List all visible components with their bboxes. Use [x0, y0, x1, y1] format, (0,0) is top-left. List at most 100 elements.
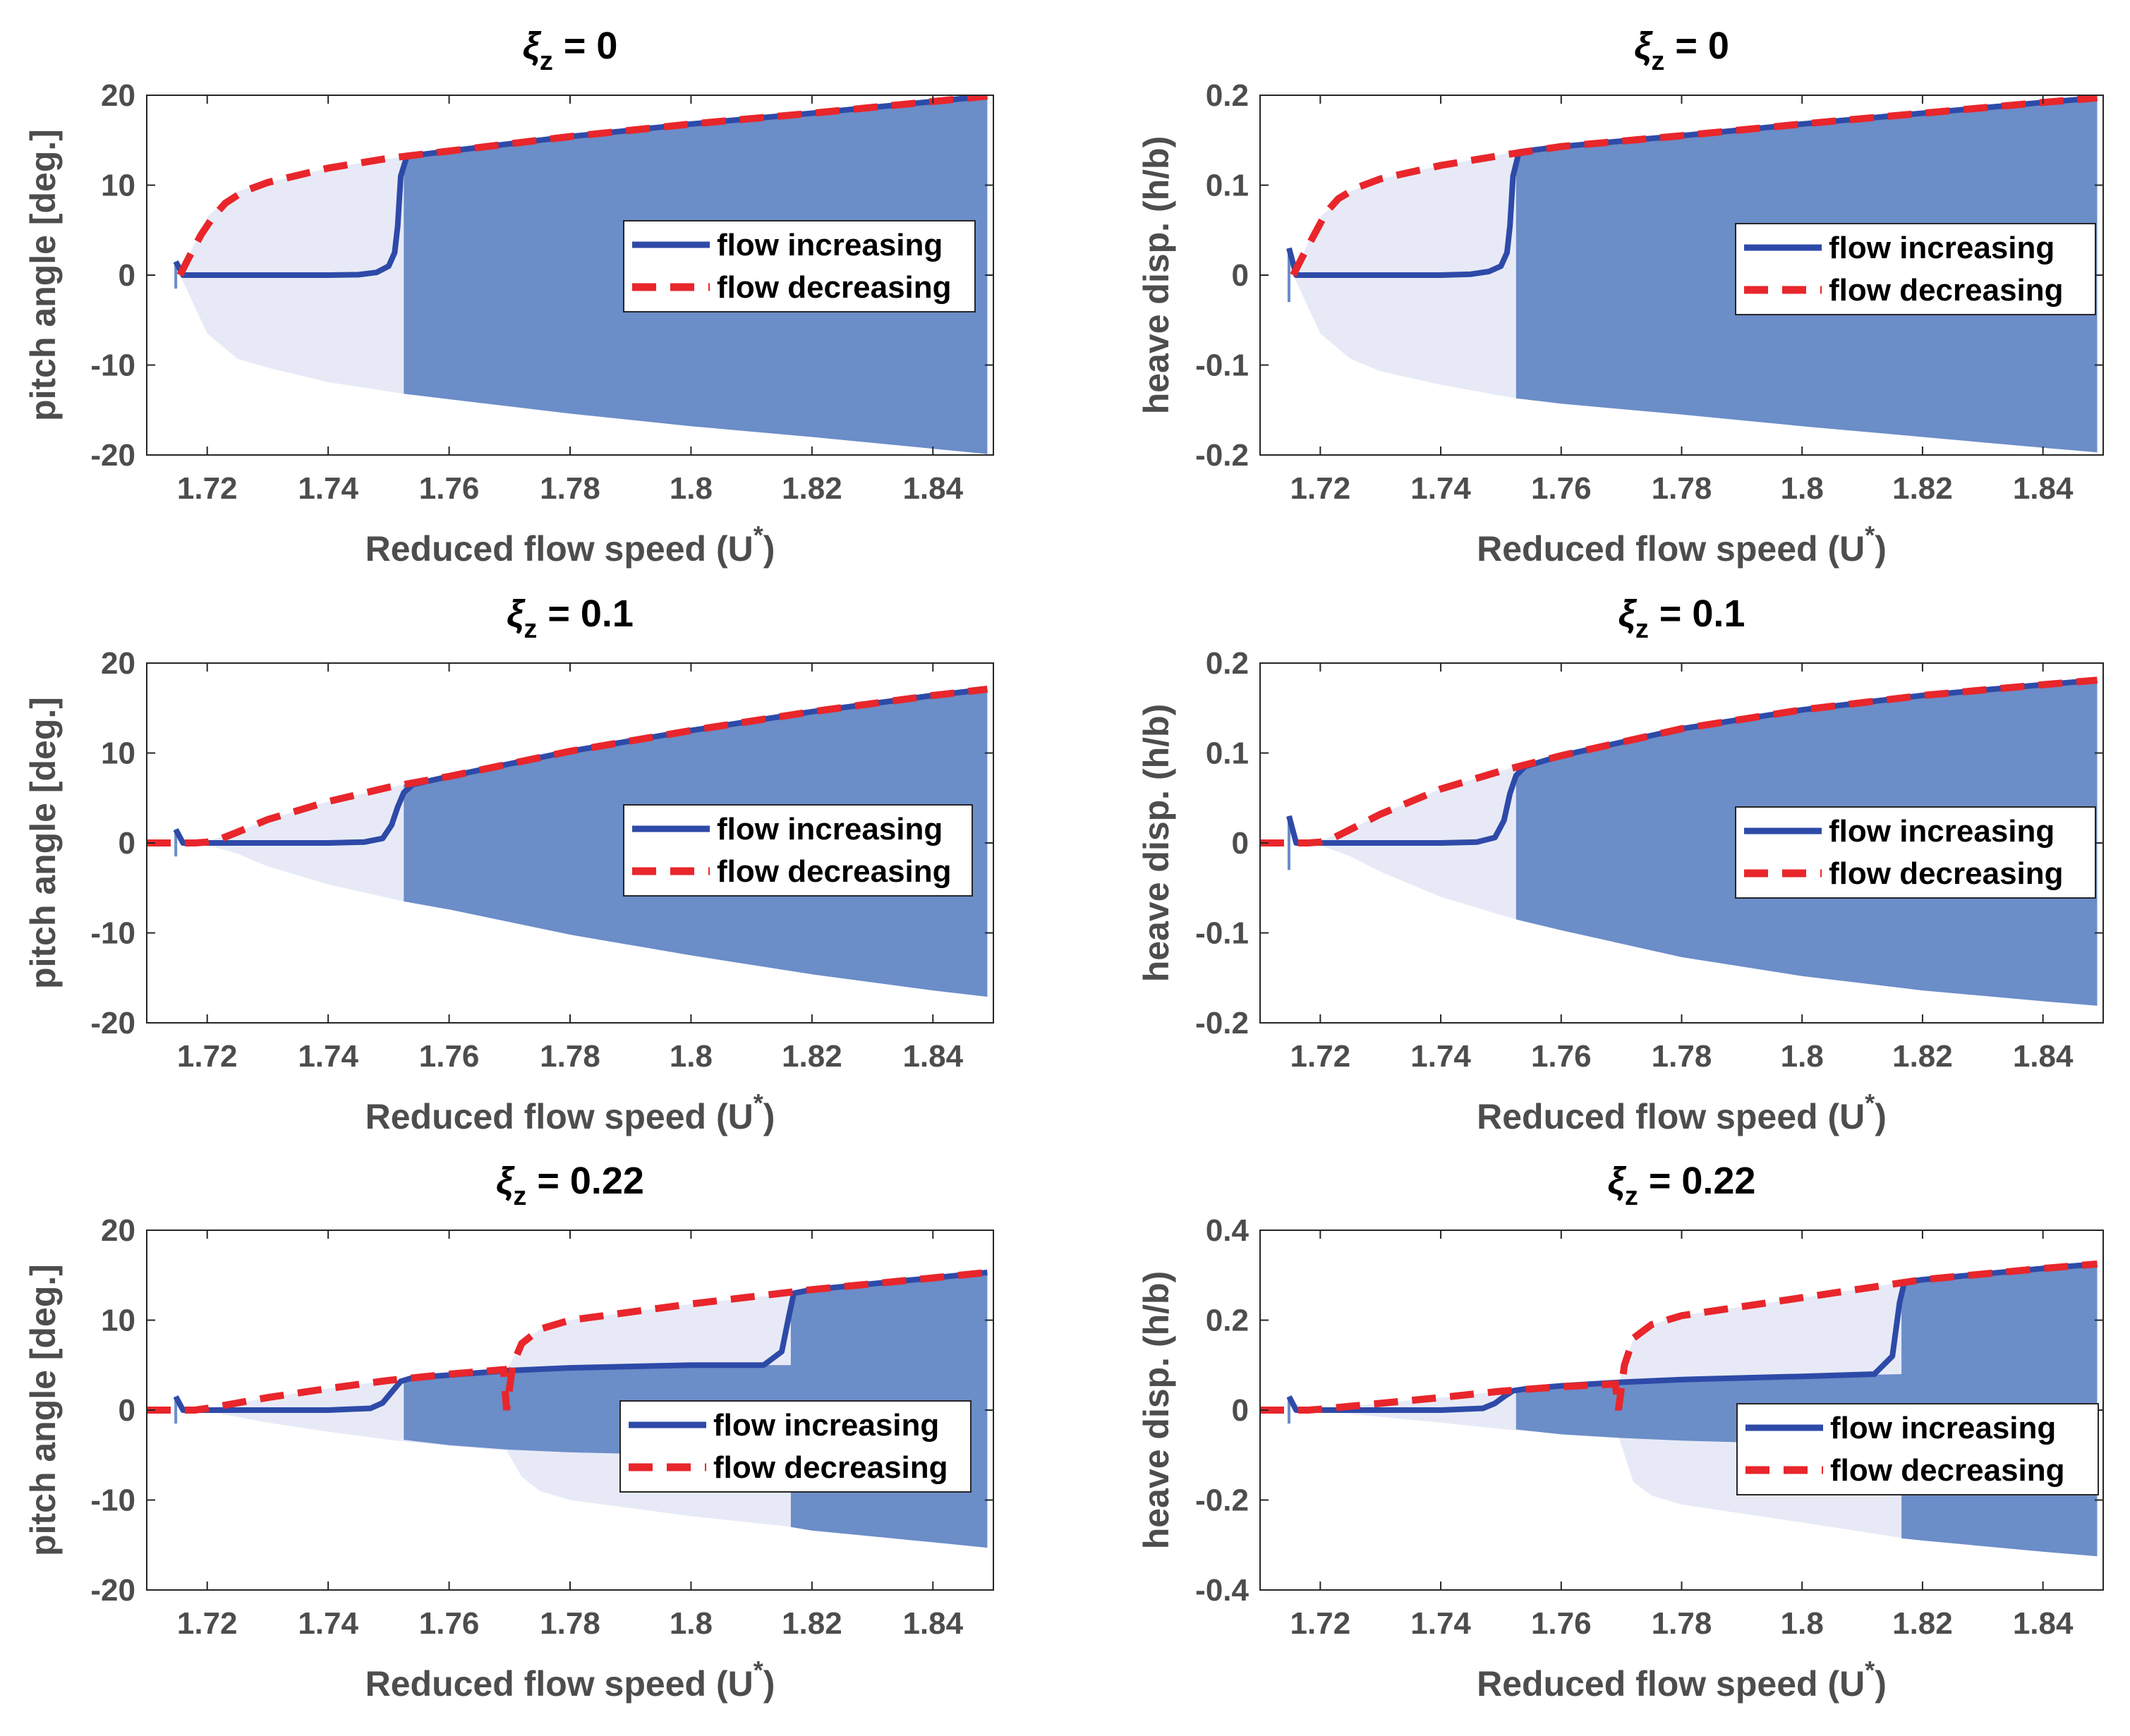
- x-axis-label: Reduced flow speed (U*): [365, 1656, 775, 1704]
- y-tick-label: 20: [101, 1213, 135, 1248]
- x-label-end: ): [763, 529, 775, 569]
- y-tick-label: -20: [90, 1006, 135, 1040]
- legend-entry-increasing: flow increasing: [717, 228, 943, 262]
- x-tick-label: 1.74: [298, 1606, 358, 1641]
- y-tick-label: 0.2: [1206, 1304, 1249, 1338]
- x-tick-label: 1.74: [298, 471, 358, 506]
- x-tick-label: 1.8: [670, 1039, 713, 1074]
- legend-entry-increasing: flow increasing: [713, 1408, 939, 1443]
- x-label-superscript: *: [754, 521, 763, 550]
- y-axis-label: heave disp. (h/b): [1137, 1271, 1176, 1550]
- x-label-end: ): [1875, 529, 1887, 569]
- title-symbol: ξ: [523, 25, 542, 67]
- x-label-superscript: *: [1865, 1656, 1875, 1685]
- series-flow-decreasing: [147, 686, 988, 846]
- x-tick-label: 1.82: [782, 1606, 842, 1641]
- x-tick-label: 1.76: [1531, 471, 1592, 506]
- title-value: = 0.22: [526, 1160, 644, 1202]
- x-tick-label: 1.78: [1652, 1039, 1712, 1074]
- x-axis-label: Reduced flow speed (U*): [1477, 1088, 1887, 1136]
- legend: flow increasing flow decreasing: [1736, 1403, 2099, 1495]
- series-flow-decreasing: [1290, 95, 2098, 277]
- x-tick-label: 1.76: [1531, 1039, 1592, 1074]
- series-flow-increasing: [1286, 677, 2098, 846]
- title-subscript: z: [1635, 614, 1649, 644]
- y-tick-label: 0.4: [1206, 1213, 1249, 1248]
- y-tick-label: -10: [90, 1483, 135, 1518]
- y-tick-label: -0.2: [1195, 438, 1249, 473]
- title-symbol: ξ: [1634, 25, 1653, 67]
- x-tick-label: 1.84: [2013, 471, 2074, 506]
- x-tick-label: 1.84: [2013, 1039, 2074, 1074]
- title-symbol: ξ: [507, 593, 526, 635]
- x-tick-label: 1.82: [1892, 471, 1953, 506]
- x-tick-label: 1.82: [782, 471, 842, 506]
- legend-box: [623, 804, 973, 897]
- x-tick-label: 1.76: [419, 1606, 480, 1641]
- legend-box: [1735, 806, 2096, 899]
- legend-entry-increasing: flow increasing: [1829, 814, 2055, 849]
- x-tick-label: 1.8: [1781, 1039, 1824, 1074]
- y-axis-label: heave disp. (h/b): [1137, 704, 1176, 983]
- legend-entry-increasing: flow increasing: [1830, 1411, 2056, 1445]
- legend-entry-decreasing: flow decreasing: [1830, 1453, 2065, 1488]
- x-tick-label: 1.82: [1892, 1606, 1953, 1641]
- subplot-title: ξz = 0.1: [1618, 593, 1745, 644]
- y-tick-label: -0.1: [1195, 348, 1249, 383]
- legend: flow increasing flow decreasing: [1735, 806, 2096, 899]
- x-tick-label: 1.82: [1892, 1039, 1953, 1074]
- x-tick-label: 1.72: [177, 1606, 238, 1641]
- x-label-end: ): [763, 1097, 775, 1136]
- legend-box: [1736, 1403, 2099, 1495]
- y-tick-label: 0: [1232, 1393, 1249, 1428]
- y-axis-label: pitch angle [deg.]: [23, 129, 63, 421]
- subplot-5: 1.72 1.74 1.76 1.78 1.8 1.82 1.84 -20 -10 0 10 20 ξz…: [23, 1160, 994, 1704]
- title-value: = 0.1: [537, 593, 634, 635]
- title-subscript: z: [524, 614, 537, 644]
- y-tick-label: -0.2: [1195, 1006, 1249, 1040]
- y-tick-label: -0.1: [1195, 916, 1249, 951]
- x-tick-label: 1.72: [1290, 1606, 1351, 1641]
- title-value: = 0.1: [1649, 593, 1745, 635]
- legend-entry-decreasing: flow decreasing: [1829, 273, 2064, 308]
- subplot-title: ξz = 0.22: [496, 1160, 644, 1211]
- legend-entry-decreasing: flow decreasing: [717, 270, 952, 305]
- x-tick-label: 1.78: [1652, 471, 1712, 506]
- x-label-main: Reduced flow speed (U: [365, 529, 754, 569]
- title-symbol: ξ: [1608, 1160, 1627, 1202]
- x-tick-label: 1.76: [1531, 1606, 1592, 1641]
- y-axis-label: pitch angle [deg.]: [23, 1264, 63, 1556]
- subplot-2: 1.72 1.74 1.76 1.78 1.8 1.82 1.84 -0.2 -0.1 0 0.1 0…: [1137, 25, 2104, 569]
- series-flow-decreasing: [1260, 676, 2098, 846]
- x-tick-label: 1.74: [298, 1039, 358, 1074]
- title-value: = 0: [1664, 25, 1729, 67]
- x-axis-label: Reduced flow speed (U*): [365, 521, 775, 569]
- subplot-3: 1.72 1.74 1.76 1.78 1.8 1.82 1.84 -20 -10 0 10 20 ξz…: [23, 593, 994, 1136]
- series-flow-increasing: [1286, 1261, 2098, 1413]
- legend-entry-increasing: flow increasing: [1829, 231, 2055, 265]
- legend: flow increasing flow decreasing: [619, 1400, 972, 1493]
- series-flow-decreasing: [176, 95, 988, 277]
- subplot-6: 1.72 1.74 1.76 1.78 1.8 1.82 1.84 -0.4 -0.2 0 0.2 0…: [1137, 1160, 2104, 1704]
- y-tick-label: 0.2: [1206, 646, 1249, 681]
- y-tick-label: 0: [1232, 826, 1249, 861]
- title-subscript: z: [1625, 1182, 1638, 1211]
- subplot-title: ξz = 0.1: [507, 593, 634, 644]
- x-tick-label: 1.78: [540, 1039, 600, 1074]
- title-symbol: ξ: [496, 1160, 515, 1202]
- x-label-main: Reduced flow speed (U: [1477, 1664, 1865, 1704]
- y-tick-label: 20: [101, 78, 135, 113]
- y-tick-label: 0: [119, 1393, 135, 1428]
- x-label-main: Reduced flow speed (U: [1477, 529, 1865, 569]
- x-tick-label: 1.8: [1781, 471, 1824, 506]
- subplot-title: ξz = 0: [1634, 25, 1729, 76]
- x-tick-label: 1.8: [670, 471, 713, 506]
- legend-entry-decreasing: flow decreasing: [713, 1450, 948, 1485]
- x-tick-label: 1.8: [670, 1606, 713, 1641]
- x-tick-label: 1.82: [782, 1039, 842, 1074]
- series-flow-increasing: [173, 686, 988, 846]
- x-tick-label: 1.84: [902, 1039, 963, 1074]
- x-tick-label: 1.78: [540, 1606, 600, 1641]
- subplot-title: ξz = 0.22: [1608, 1160, 1756, 1211]
